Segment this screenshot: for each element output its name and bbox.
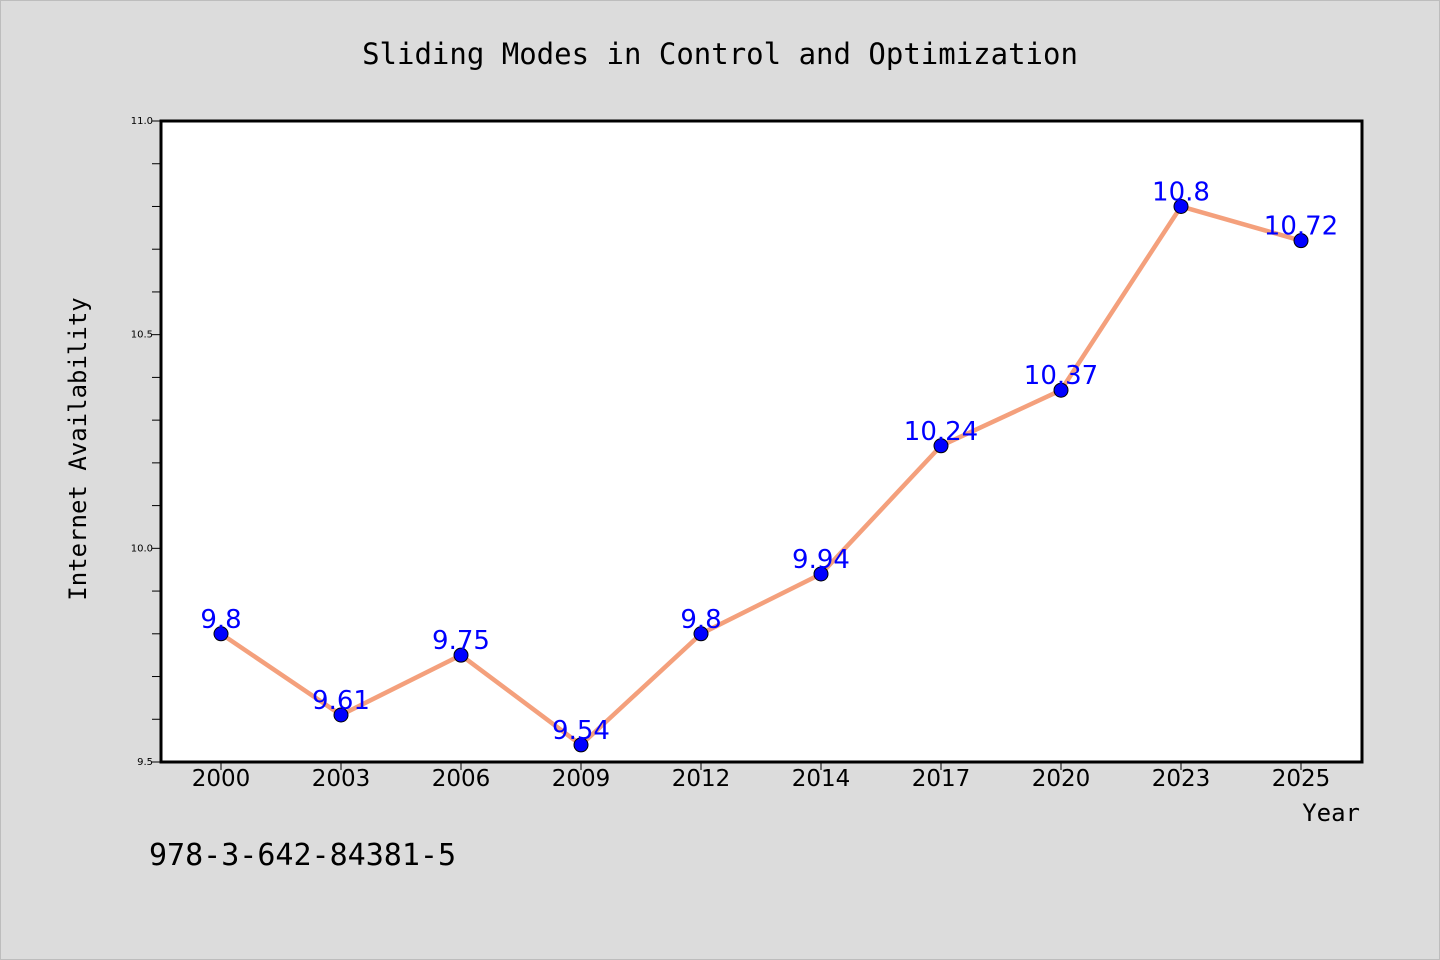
y-axis: 9.5 10.0 10.5 11.0 [131,116,161,768]
x-tick-label: 2012 [672,766,731,792]
series-line [218,204,1304,748]
x-tick-label: 2025 [1272,766,1331,792]
data-label: 9.54 [552,716,610,746]
isbn-text: 978-3-642-84381-5 [149,838,456,873]
data-label: 9.8 [680,605,721,635]
chart-title: Sliding Modes in Control and Optimizatio… [362,37,1078,71]
x-tick-label: 2006 [432,766,491,792]
x-tick-label: 2017 [912,766,971,792]
data-point [813,566,829,582]
x-tick-label: 2000 [192,766,251,792]
data-point [573,737,589,753]
x-tick-label: 2020 [1032,766,1091,792]
data-label: 9.61 [312,686,370,716]
data-label: 10.8 [1152,177,1210,207]
x-tick-label: 2014 [792,766,851,792]
series-line-group [218,204,1304,748]
data-point [1173,198,1189,214]
data-label: 9.75 [432,626,490,656]
data-point [333,707,349,723]
data-label: 9.8 [200,605,241,635]
data-label-group: 9.8 9.61 9.75 9.54 9.8 9.94 10.24 10.37 10.8 10.7… [200,177,1338,745]
plot-area [159,119,1364,764]
y-tick-label: 10.0 [131,543,153,554]
data-point [1293,233,1309,249]
data-point [213,626,229,642]
y-tick-label: 9.5 [137,757,153,768]
y-axis-label: Internet Availability [64,297,92,600]
x-tick-label: 2009 [552,766,611,792]
data-point [693,626,709,642]
y-tick-label: 10.5 [131,330,153,341]
data-label: 10.37 [1024,361,1098,391]
x-tick-label: 2023 [1152,766,1211,792]
data-point [1053,382,1069,398]
x-axis-label: Year [1302,799,1360,827]
data-point [453,647,469,663]
series-marker-group [213,198,1309,753]
x-axis: 2000 2003 2006 2009 2012 2014 2017 2020 2023 2025 [192,762,1331,792]
data-label: 9.94 [792,545,850,575]
data-point [933,438,949,454]
x-tick-label: 2003 [312,766,371,792]
y-tick-label: 11.0 [131,116,153,127]
data-label: 10.24 [904,417,978,447]
data-label: 10.72 [1264,212,1338,242]
